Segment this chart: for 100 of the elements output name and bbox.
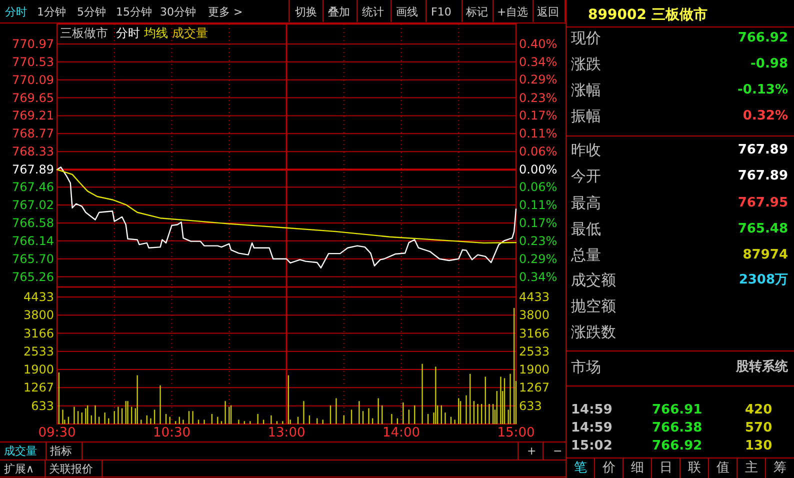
- y-tick-label: 765.26: [12, 270, 54, 284]
- text: -0.98: [750, 56, 788, 72]
- y2-tick-label: 0.34%: [519, 270, 558, 284]
- y-tick-label: 633: [31, 398, 54, 413]
- x-tick-label: 13:00: [268, 426, 306, 440]
- y-tick-label: 768.33: [12, 144, 54, 159]
- y2-tick-label: 0.06%: [519, 144, 558, 159]
- text: 15分钟: [116, 6, 152, 18]
- y2-tick-label: 1267: [519, 380, 550, 395]
- x-tick-label: 15:00: [497, 426, 535, 440]
- y2-tick-label: 4433: [519, 290, 550, 304]
- text: 14:59: [571, 420, 612, 436]
- y-tick-label: 766.14: [12, 234, 54, 248]
- category-label: 最低: [571, 220, 601, 238]
- category-label: 涨幅: [571, 81, 601, 99]
- x-tick-label: 10:30: [153, 426, 190, 440]
- text: 价: [601, 460, 616, 476]
- y2-tick-label: 0.11%: [519, 126, 558, 141]
- category-label: 总量: [570, 246, 601, 264]
- text: 股转系统: [736, 360, 788, 374]
- category-label: 昨收: [571, 141, 601, 159]
- text: 14:59: [571, 402, 612, 418]
- y2-tick-label: 0.06%: [519, 180, 558, 194]
- text: -0.13%: [738, 82, 788, 98]
- text: 扩展∧: [4, 462, 34, 476]
- y2-tick-label: 3800: [519, 308, 550, 322]
- text: 画线: [396, 6, 418, 18]
- text: 5分钟: [77, 6, 106, 18]
- y2-tick-label: 3166: [519, 326, 550, 340]
- text: 叠加: [328, 6, 350, 18]
- text: 766.92: [652, 438, 702, 454]
- text: 成交量: [4, 444, 37, 458]
- line-series: [56, 166, 517, 268]
- text: 更多 >: [208, 6, 243, 18]
- text: 30分钟: [160, 6, 196, 18]
- y-tick-label: 769.21: [12, 108, 54, 123]
- y-tick-label: 770.09: [12, 72, 54, 87]
- y2-tick-label: 0.23%: [519, 234, 558, 248]
- category-label: 最高: [571, 194, 601, 212]
- y-tick-label: 3800: [23, 308, 54, 322]
- text: 标记: [465, 6, 488, 18]
- y2-tick-label: 0.17%: [519, 216, 558, 230]
- text: 联: [688, 460, 701, 476]
- category-label: 现价: [571, 29, 601, 47]
- y-tick-label: 4433: [23, 290, 54, 304]
- text: 主: [744, 460, 758, 476]
- y-tick-label: 1267: [23, 380, 54, 395]
- text: 切换: [295, 6, 317, 18]
- text: 767.89: [738, 142, 788, 158]
- line-series: [56, 168, 517, 244]
- category-label: 市场: [571, 358, 601, 376]
- text: −: [553, 444, 562, 458]
- y2-tick-label: 0.23%: [519, 90, 558, 105]
- text: 2308万: [738, 272, 788, 288]
- category-label: 振幅: [571, 107, 601, 125]
- category-label: 涨跌: [571, 55, 601, 73]
- y-tick-label: 1900: [23, 362, 54, 377]
- annotation: 成交量: [172, 26, 208, 40]
- text: 关联报价: [49, 462, 93, 476]
- text: 指标: [49, 444, 72, 458]
- text: 766.92: [738, 30, 788, 46]
- text: 765.48: [738, 222, 788, 236]
- text: 130: [745, 438, 772, 454]
- y2-tick-label: 0.00%: [519, 162, 558, 177]
- category-label: 涨跌数: [571, 323, 616, 341]
- text: 766.91: [652, 402, 702, 418]
- text: 分时: [116, 26, 140, 40]
- text: 1分钟: [37, 6, 66, 18]
- text: 899002 三板做市: [588, 6, 708, 23]
- y2-tick-label: 0.29%: [519, 72, 558, 87]
- y2-tick-label: 0.29%: [519, 252, 558, 266]
- text: 766.38: [652, 420, 702, 436]
- category-label: 成交额: [571, 271, 616, 289]
- y-tick-label: 769.65: [12, 90, 54, 105]
- text: 420: [745, 402, 772, 418]
- text: 分时: [5, 6, 27, 18]
- text: 15:02: [571, 438, 612, 454]
- y-tick-label: 766.58: [12, 216, 54, 230]
- y2-tick-label: 0.40%: [519, 37, 558, 52]
- text: 均线: [143, 26, 168, 40]
- category-label: 抛空额: [571, 297, 616, 315]
- text: 日: [659, 460, 672, 476]
- chart-title: 三板做市: [60, 26, 108, 40]
- y-tick-label: 2533: [23, 344, 54, 358]
- text: 87974: [742, 248, 788, 262]
- y-tick-label: 3166: [23, 326, 54, 340]
- y-tick-label: 768.77: [12, 126, 54, 141]
- x-tick-label: 14:00: [382, 426, 420, 440]
- y-tick-label: 770.53: [12, 54, 54, 69]
- text: 统计: [362, 6, 384, 18]
- text: 返回: [537, 6, 559, 18]
- y2-tick-label: 633: [519, 398, 542, 413]
- y-tick-label: 770.97: [12, 36, 54, 51]
- y-tick-label: 767.46: [12, 180, 54, 194]
- text: 笔: [574, 460, 587, 476]
- y2-tick-label: 0.17%: [519, 108, 558, 123]
- category-label: 今开: [571, 167, 601, 185]
- text: 767.95: [738, 196, 788, 210]
- y2-tick-label: 0.11%: [519, 198, 558, 212]
- text: 细: [630, 460, 644, 476]
